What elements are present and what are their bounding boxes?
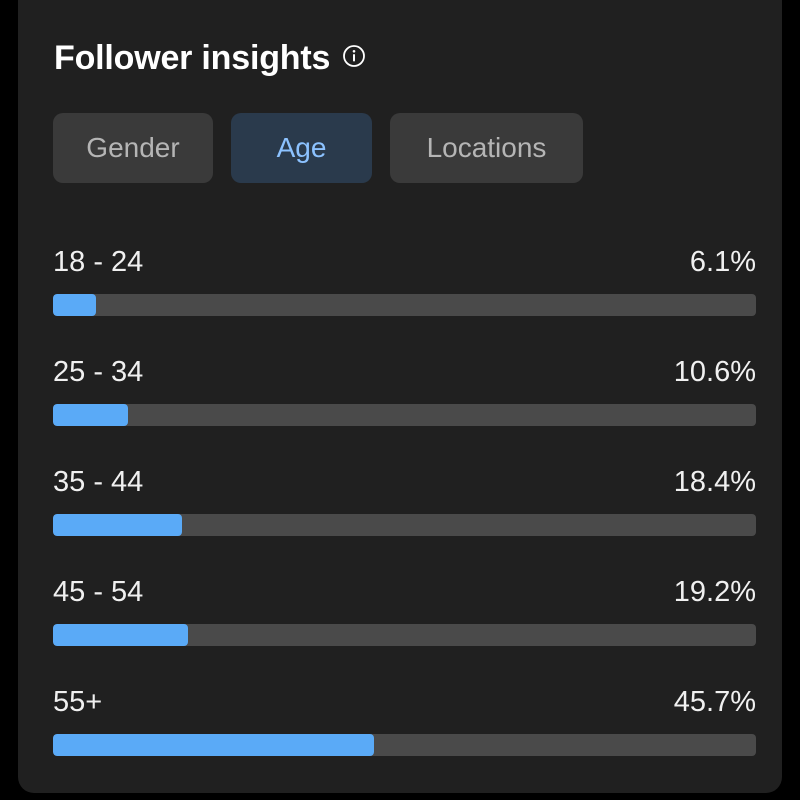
progress-track xyxy=(53,294,756,316)
progress-fill xyxy=(53,624,188,646)
age-percent-label: 19.2% xyxy=(673,576,756,608)
age-range-label: 55+ xyxy=(53,686,103,718)
age-percent-label: 45.7% xyxy=(673,686,756,718)
age-percent-label: 10.6% xyxy=(673,356,756,388)
card-header: Follower insights xyxy=(54,36,366,80)
card-title: Follower insights xyxy=(54,38,331,77)
progress-track xyxy=(53,734,756,756)
tab-age[interactable]: Age xyxy=(231,113,372,183)
list-item: 25 - 34 10.6% xyxy=(53,350,756,460)
tab-gender[interactable]: Gender xyxy=(53,113,213,183)
progress-fill xyxy=(53,514,183,536)
age-distribution-list: 18 - 24 6.1% 25 - 34 10.6% 35 - 44 18.4% xyxy=(53,240,756,790)
tab-locations[interactable]: Locations xyxy=(390,113,583,183)
age-range-label: 18 - 24 xyxy=(53,246,144,278)
follower-insights-card: Follower insights Gender Age Locations 1… xyxy=(18,0,782,793)
progress-fill xyxy=(53,734,375,756)
list-item: 18 - 24 6.1% xyxy=(53,240,756,350)
age-range-label: 25 - 34 xyxy=(53,356,144,388)
info-icon[interactable] xyxy=(342,44,366,68)
insight-tabs: Gender Age Locations xyxy=(53,113,583,183)
age-range-label: 45 - 54 xyxy=(53,576,144,608)
progress-track xyxy=(53,514,756,536)
progress-track xyxy=(53,624,756,646)
list-item: 35 - 44 18.4% xyxy=(53,460,756,570)
progress-fill xyxy=(53,294,96,316)
age-percent-label: 18.4% xyxy=(673,466,756,498)
list-item: 55+ 45.7% xyxy=(53,680,756,790)
progress-track xyxy=(53,404,756,426)
age-range-label: 35 - 44 xyxy=(53,466,144,498)
age-percent-label: 6.1% xyxy=(689,246,756,278)
list-item: 45 - 54 19.2% xyxy=(53,570,756,680)
progress-fill xyxy=(53,404,128,426)
